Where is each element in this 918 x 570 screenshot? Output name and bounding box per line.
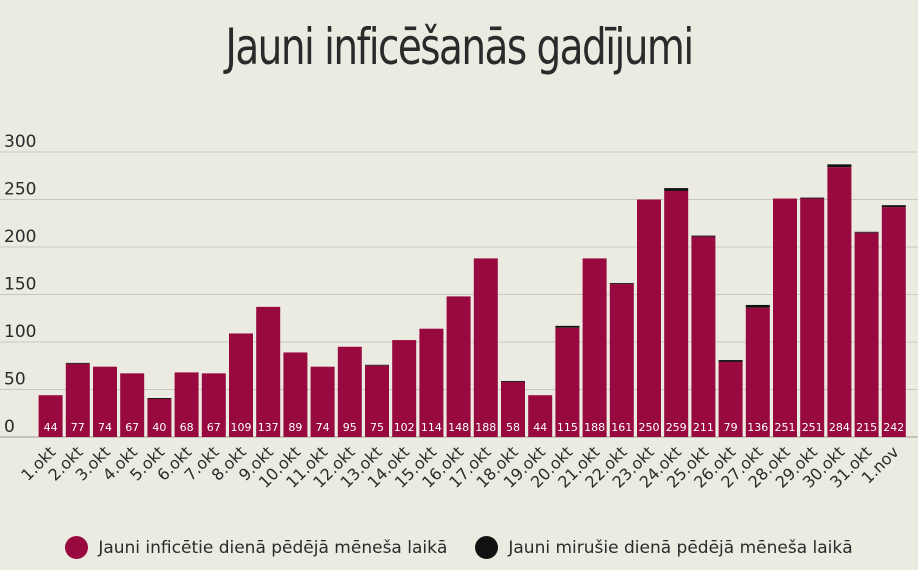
bar-cases bbox=[718, 361, 743, 437]
bar-deaths bbox=[881, 205, 906, 208]
legend-swatch-cases bbox=[65, 536, 89, 559]
bar-cases bbox=[256, 306, 281, 437]
bar-cases bbox=[800, 198, 825, 437]
bar-cases bbox=[555, 327, 580, 437]
bar-cases bbox=[664, 190, 689, 437]
bar-deaths bbox=[800, 197, 825, 199]
data-label: 109 bbox=[231, 421, 252, 434]
bar-cases bbox=[310, 366, 335, 437]
bar-cases bbox=[691, 236, 716, 437]
legend-item-cases: Jauni inficētie dienā pēdējā mēneša laik… bbox=[65, 536, 447, 559]
bar-cases bbox=[419, 328, 444, 437]
legend-label-deaths: Jauni mirušie dienā pēdējā mēneša laikā bbox=[508, 537, 853, 558]
data-label: 250 bbox=[639, 421, 660, 434]
bar-deaths bbox=[745, 304, 770, 308]
data-label: 114 bbox=[421, 421, 442, 434]
bar-cases bbox=[637, 199, 661, 437]
bar-deaths bbox=[147, 398, 172, 399]
bar-cases bbox=[881, 207, 906, 437]
bar-deaths bbox=[827, 164, 852, 168]
data-label: 188 bbox=[475, 421, 496, 434]
bar-cases bbox=[65, 363, 90, 437]
data-label: 79 bbox=[724, 421, 738, 434]
y-tick-label: 150 bbox=[4, 275, 36, 295]
bar-cases bbox=[446, 296, 471, 437]
bar-cases bbox=[827, 167, 852, 437]
bar-deaths bbox=[65, 362, 90, 364]
data-label: 284 bbox=[829, 421, 850, 434]
data-label: 74 bbox=[98, 421, 112, 434]
legend-swatch-deaths bbox=[475, 536, 499, 559]
data-label: 148 bbox=[448, 421, 469, 434]
data-label: 137 bbox=[258, 421, 279, 434]
data-label: 68 bbox=[180, 421, 194, 434]
data-label: 44 bbox=[44, 421, 58, 434]
data-label: 77 bbox=[71, 421, 85, 434]
bar-deaths bbox=[365, 364, 389, 366]
bar-cases bbox=[582, 258, 607, 437]
data-label: 74 bbox=[316, 421, 330, 434]
data-label: 242 bbox=[883, 421, 904, 434]
bar-cases bbox=[609, 284, 634, 437]
bar-cases bbox=[283, 352, 308, 437]
bar-cases bbox=[38, 395, 63, 437]
bar-cases bbox=[201, 373, 226, 437]
legend-item-deaths: Jauni mirušie dienā pēdējā mēneša laikā bbox=[475, 536, 853, 559]
y-tick-label: 0 bbox=[4, 417, 15, 437]
bar-deaths bbox=[501, 380, 525, 382]
bar-deaths bbox=[691, 235, 716, 237]
bar-cases bbox=[93, 366, 117, 437]
bar-cases bbox=[120, 373, 145, 437]
legend-label-cases: Jauni inficētie dienā pēdējā mēneša laik… bbox=[98, 537, 448, 558]
bar-cases bbox=[147, 399, 172, 437]
bar-cases bbox=[473, 258, 498, 437]
bar-cases bbox=[528, 395, 553, 437]
bar-deaths bbox=[718, 360, 743, 362]
bar-cases bbox=[392, 340, 417, 437]
data-label: 188 bbox=[584, 421, 605, 434]
data-label: 215 bbox=[856, 421, 877, 434]
data-label: 115 bbox=[557, 421, 578, 434]
y-tick-label: 250 bbox=[4, 180, 36, 200]
data-label: 95 bbox=[343, 421, 357, 434]
bar-cases bbox=[174, 372, 199, 437]
data-label: 251 bbox=[802, 421, 823, 434]
y-tick-label: 200 bbox=[4, 227, 36, 247]
data-label: 89 bbox=[288, 421, 302, 434]
bar-cases bbox=[337, 346, 362, 437]
data-label: 75 bbox=[370, 421, 384, 434]
bar-cases bbox=[745, 307, 770, 437]
y-tick-label: 300 bbox=[4, 132, 36, 152]
data-label: 259 bbox=[666, 421, 687, 434]
bar-deaths bbox=[555, 325, 580, 328]
data-label: 67 bbox=[207, 421, 221, 434]
data-label: 136 bbox=[747, 421, 768, 434]
data-label: 58 bbox=[506, 421, 520, 434]
data-label: 211 bbox=[693, 421, 714, 434]
y-tick-label: 50 bbox=[4, 370, 26, 390]
bar-deaths bbox=[609, 283, 634, 285]
bar-cases bbox=[229, 333, 253, 437]
data-label: 102 bbox=[394, 421, 415, 434]
y-tick-label: 100 bbox=[4, 322, 36, 342]
bar-deaths bbox=[854, 231, 879, 233]
bar-deaths bbox=[664, 188, 689, 191]
data-label: 67 bbox=[125, 421, 139, 434]
data-label: 44 bbox=[533, 421, 547, 434]
bar-cases bbox=[773, 198, 797, 437]
bar-cases bbox=[501, 381, 525, 437]
data-label: 251 bbox=[775, 421, 796, 434]
chart: 050100150200250300441.okt772.okt743.okt6… bbox=[0, 132, 918, 492]
bar-cases bbox=[854, 232, 879, 437]
legend: Jauni inficētie dienā pēdējā mēneša laik… bbox=[0, 536, 918, 559]
bar-cases bbox=[365, 365, 389, 437]
data-label: 40 bbox=[152, 421, 166, 434]
data-label: 161 bbox=[611, 421, 632, 434]
chart-title: Jauni inficēšanās gadījumi bbox=[225, 18, 694, 76]
